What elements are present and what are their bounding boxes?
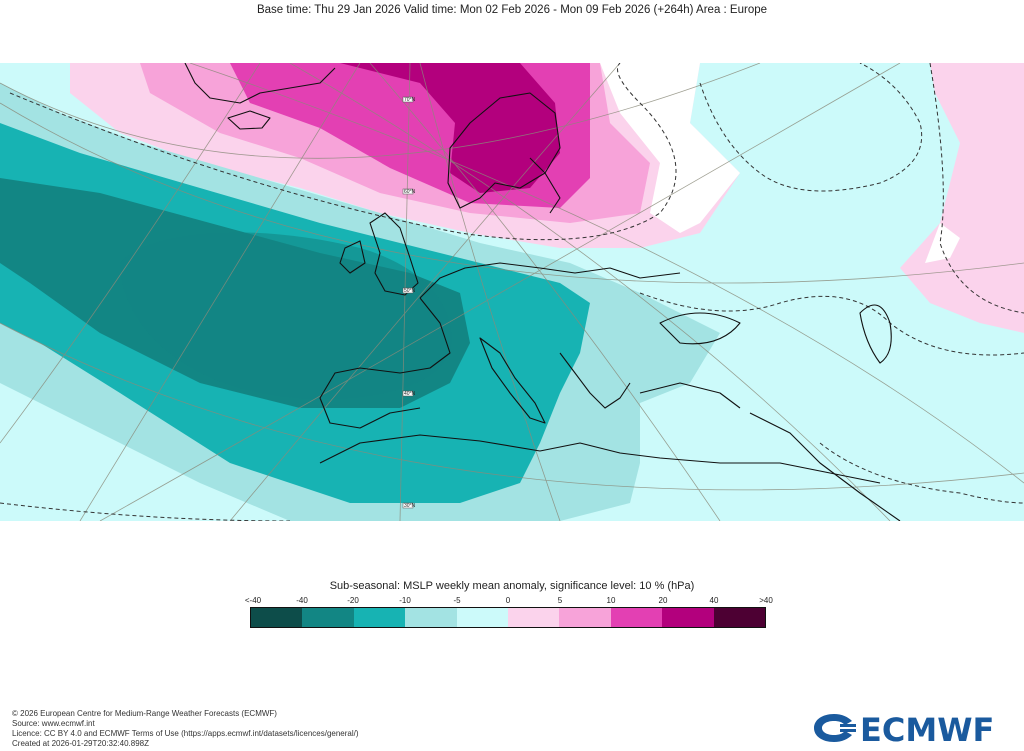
legend-tick: -40 — [296, 596, 308, 605]
legend-swatch — [456, 608, 509, 627]
legend-swatch — [713, 608, 766, 627]
legend-tick: 20 — [658, 596, 668, 605]
footer-copyright: © 2026 European Centre for Medium-Range … — [12, 709, 277, 718]
legend-swatch — [559, 608, 611, 627]
legend-tick: -10 — [399, 596, 411, 605]
ecmwf-logo: ECMWF — [814, 711, 994, 748]
legend-swatch — [662, 608, 714, 627]
anomaly-zone-pos-20-40 — [340, 63, 560, 193]
legend-tick: -20 — [347, 596, 359, 605]
ecmwf-logo-icon — [814, 714, 856, 742]
legend-tick: 10 — [606, 596, 616, 605]
legend-title: Sub-seasonal: MSLP weekly mean anomaly, … — [329, 580, 695, 592]
anomaly-zone-pos-east — [900, 63, 1024, 333]
lat-label-60: 60°N — [404, 189, 416, 195]
ecmwf-logo-text: ECMWF — [860, 711, 994, 748]
legend-tick: 40 — [709, 596, 719, 605]
legend-swatch — [353, 608, 406, 627]
lat-label-50: 50°N — [404, 288, 416, 294]
lat-label-70: 70°N — [404, 97, 416, 103]
legend-swatch — [302, 608, 354, 627]
anomaly-map: 70°N 60°N 50°N 40°N 30°N — [0, 63, 1024, 521]
anomaly-zone-neutral — [600, 63, 740, 233]
legend-colorbar — [250, 607, 766, 628]
footer-licence: Licence: CC BY 4.0 and ECMWF Terms of Us… — [12, 729, 359, 738]
legend-swatch — [508, 608, 560, 627]
footer-credits: © 2026 European Centre for Medium-Range … — [12, 709, 359, 749]
legend-tick: >40 — [759, 596, 773, 605]
graticule — [0, 63, 1024, 521]
legend-swatch — [405, 608, 457, 627]
coastlines — [184, 63, 901, 521]
chart-header: Base time: Thu 29 Jan 2026 Valid time: M… — [256, 4, 768, 16]
legend-tick: 5 — [557, 596, 563, 605]
lat-label-30: 30°N — [404, 503, 416, 509]
legend-tick: <-40 — [244, 596, 262, 605]
legend-ticks: <-40 -40 -20 -10 -5 0 5 10 20 40 >40 — [0, 596, 1024, 608]
footer-source: Source: www.ecmwf.int — [12, 719, 95, 728]
legend-tick: -5 — [453, 596, 461, 605]
lat-label-40: 40°N — [404, 391, 416, 397]
footer-created: Created at 2026-01-29T20:32:40.898Z — [12, 739, 149, 748]
lat-markers: 70°N 60°N 50°N 40°N 30°N — [402, 96, 416, 509]
significance-contours — [0, 63, 1024, 521]
legend-swatch — [251, 608, 303, 627]
legend-tick: 0 — [505, 596, 511, 605]
legend-swatch — [610, 608, 663, 627]
